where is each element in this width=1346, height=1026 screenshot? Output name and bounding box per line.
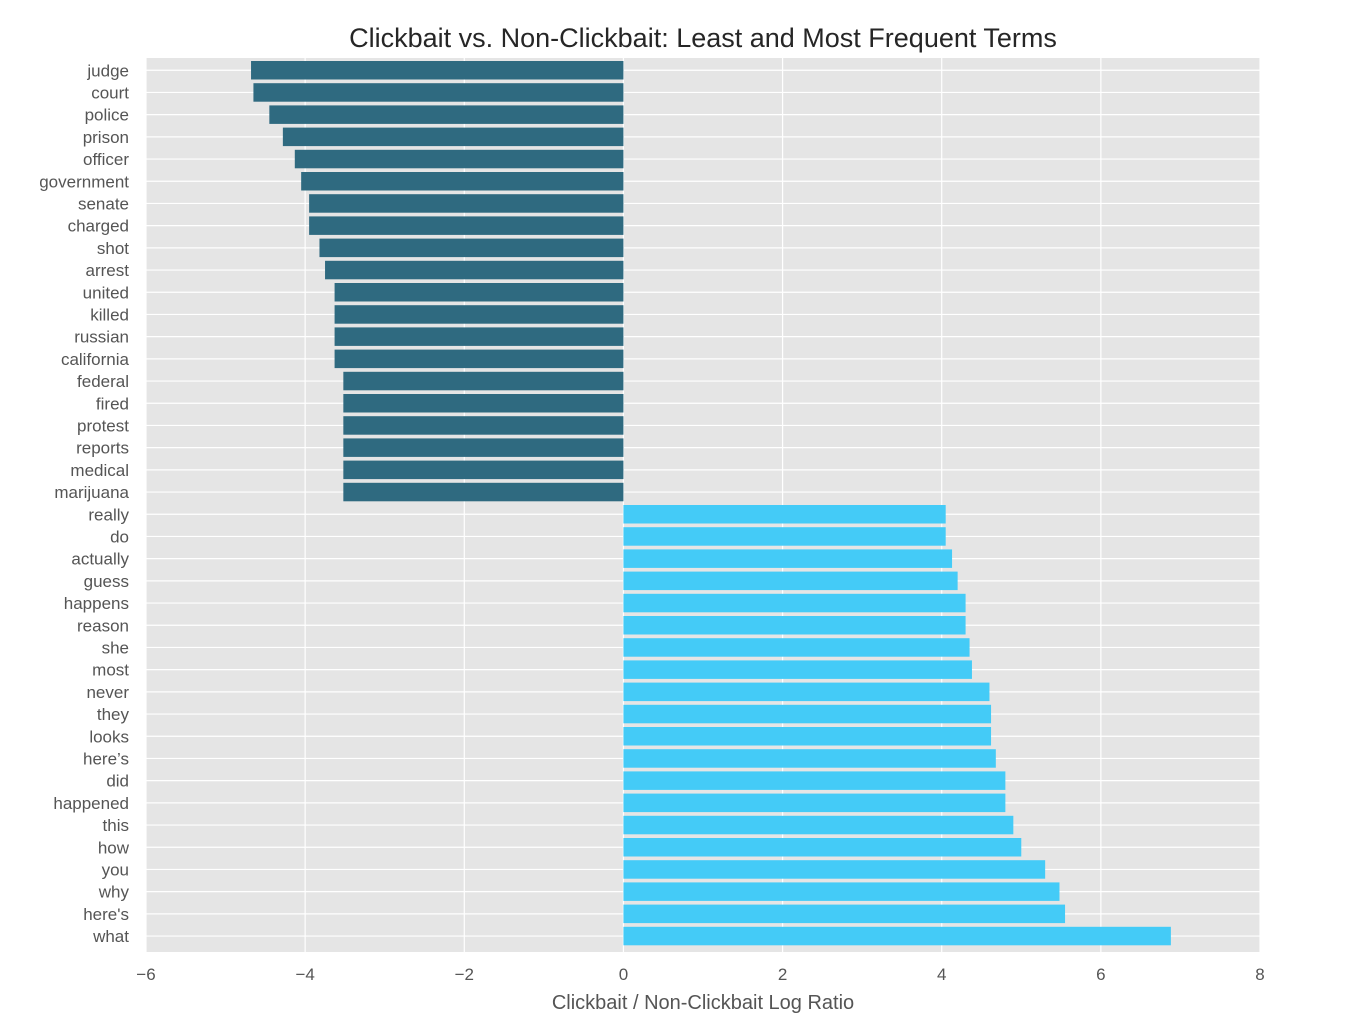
y-tick-label: here's (83, 905, 129, 924)
bar-heres (623, 904, 1066, 924)
x-tick-label: 6 (1096, 965, 1105, 984)
x-tick-label: 8 (1255, 965, 1264, 984)
bar-this (623, 815, 1014, 835)
y-tick-label: this (103, 816, 129, 835)
y-tick-label: guess (84, 572, 129, 591)
bar-russian (334, 327, 624, 346)
bar-do (623, 527, 946, 546)
y-tick-label: happened (53, 794, 129, 813)
bar-officer (294, 149, 624, 169)
y-tick-label: they (97, 705, 130, 724)
y-tick-labels: judge court police prison officer government s… (39, 61, 130, 946)
bar-looks (623, 727, 992, 746)
y-tick-label: what (92, 927, 129, 946)
y-tick-label: killed (90, 305, 129, 324)
y-tick-label: why (98, 883, 130, 902)
y-tick-label: shot (97, 239, 129, 258)
bar-prison (282, 127, 624, 147)
y-tick-label: actually (71, 550, 129, 569)
bar-fired (343, 394, 624, 413)
bar-shot (319, 238, 624, 258)
y-tick-label: police (85, 106, 129, 125)
y-tick-label: charged (68, 217, 129, 236)
bar-federal (343, 371, 624, 391)
x-axis-label: Clickbait / Non-Clickbait Log Ratio (552, 992, 854, 1014)
y-tick-label: marijuana (54, 483, 129, 502)
y-tick-label: prison (83, 128, 129, 147)
x-tick-label: −2 (455, 965, 474, 984)
bar-she (623, 638, 970, 657)
y-tick-label: happens (64, 594, 129, 613)
y-tick-label: here’s (83, 749, 129, 768)
bar-protest (343, 416, 624, 435)
x-tick-labels: −6 −4 −2 0 2 4 6 8 (136, 965, 1264, 984)
bar-did (623, 771, 1006, 790)
bar-happens (623, 593, 966, 613)
bar-never (623, 682, 990, 702)
bar-how (623, 838, 1022, 857)
bar-killed (334, 305, 624, 324)
y-tick-label: senate (78, 194, 129, 213)
bar-court (253, 83, 624, 102)
bar-reports (343, 438, 624, 457)
y-tick-label: really (88, 505, 129, 524)
bar-medical (343, 460, 624, 480)
bar-marijuana (343, 482, 624, 502)
bar-you (623, 860, 1046, 879)
x-tick-label: 4 (937, 965, 946, 984)
y-tick-label: california (61, 350, 130, 369)
bar-they (623, 704, 992, 724)
bar-judge (251, 61, 624, 80)
y-tick-label: looks (89, 727, 129, 746)
y-tick-label: judge (86, 61, 129, 80)
x-tick-label: 0 (619, 965, 628, 984)
bar-california (334, 349, 624, 369)
y-tick-label: do (110, 527, 129, 546)
y-tick-label: she (102, 638, 129, 657)
y-tick-label: arrest (86, 261, 130, 280)
bar-really (623, 505, 946, 524)
y-tick-label: protest (77, 416, 129, 435)
y-tick-label: government (39, 172, 129, 191)
y-tick-label: did (106, 772, 129, 791)
x-tick-label: −4 (295, 965, 314, 984)
y-tick-label: how (98, 838, 130, 857)
y-tick-label: reports (76, 439, 129, 458)
bar-government (301, 172, 624, 191)
bar-charged (309, 216, 624, 235)
y-tick-label: fired (96, 394, 129, 413)
y-tick-label: russian (74, 328, 129, 347)
bar-most (623, 660, 972, 679)
bar-united (334, 283, 624, 302)
y-tick-label: reason (77, 616, 129, 635)
bar-happened (623, 793, 1006, 813)
bar-why (623, 882, 1060, 901)
bar-senate (309, 194, 624, 213)
chart-title: Clickbait vs. Non-Clickbait: Least and M… (349, 23, 1057, 53)
bar-what (623, 926, 1171, 946)
x-tick-label: 2 (778, 965, 787, 984)
x-tick-label: −6 (136, 965, 155, 984)
bar-arrest (325, 260, 624, 280)
y-tick-label: most (92, 661, 129, 680)
y-tick-label: officer (83, 150, 129, 169)
bars (251, 61, 1171, 946)
y-tick-label: you (102, 860, 129, 879)
y-tick-label: never (86, 683, 129, 702)
y-tick-label: federal (77, 372, 129, 391)
bar-actually (623, 549, 953, 568)
bar-guess (623, 571, 958, 591)
y-tick-label: court (91, 83, 129, 102)
y-tick-label: united (83, 283, 129, 302)
bar-police (269, 105, 624, 124)
y-tick-label: medical (70, 461, 129, 480)
bar-reason (623, 616, 966, 635)
bar-heres (623, 749, 996, 768)
